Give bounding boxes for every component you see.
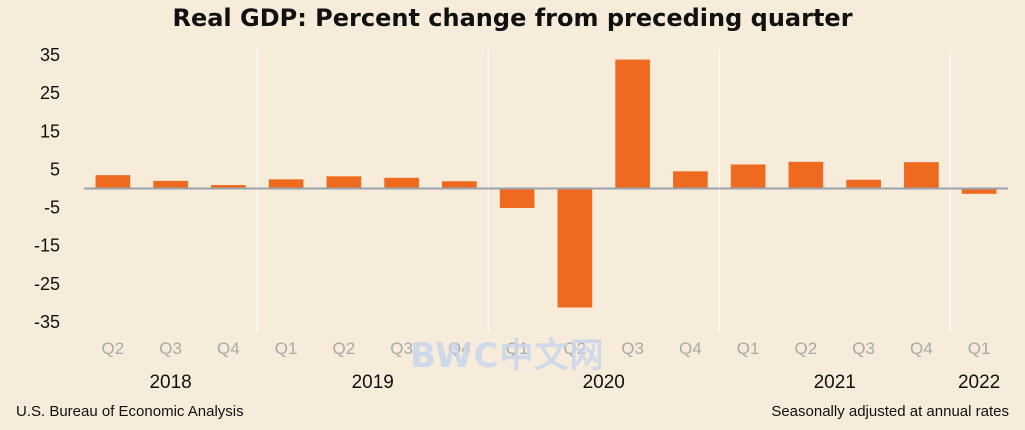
bar <box>788 161 824 189</box>
y-tick-label: 15 <box>40 121 60 141</box>
x-tick-label: Q2 <box>564 339 587 358</box>
y-tick-label: 35 <box>40 45 60 65</box>
watermark: BWC中文网 <box>410 336 605 376</box>
y-tick-label: -5 <box>44 198 60 218</box>
y-tick-label: 5 <box>50 159 60 179</box>
bar <box>384 177 419 189</box>
y-tick-label: 25 <box>40 83 60 103</box>
x-tick-label: Q1 <box>968 339 991 358</box>
year-label: 2019 <box>352 372 394 393</box>
x-tick-label: Q4 <box>448 339 471 358</box>
x-tick-label: Q1 <box>737 339 760 358</box>
y-tick-label: -15 <box>34 236 60 256</box>
bar <box>904 162 939 189</box>
source-note: U.S. Bureau of Economic Analysis <box>16 403 244 420</box>
chart-title: Real GDP: Percent change from preceding … <box>172 4 853 32</box>
x-tick-label: Q3 <box>390 339 413 358</box>
x-tick-label: Q2 <box>333 339 356 358</box>
year-label: 2018 <box>149 372 191 393</box>
bar <box>268 179 304 189</box>
bar <box>95 175 131 189</box>
bar <box>673 171 708 189</box>
bar <box>557 188 593 308</box>
bar <box>730 164 766 189</box>
bar <box>153 180 188 189</box>
x-tick-label: Q3 <box>159 339 182 358</box>
y-tick-label: -35 <box>34 312 60 332</box>
year-label: 2022 <box>958 372 1000 393</box>
bars-layer <box>95 59 997 308</box>
year-label: 2021 <box>814 372 856 393</box>
bar <box>326 176 362 189</box>
year-label: 2020 <box>583 372 625 393</box>
grid-layer <box>256 50 951 332</box>
x-tick-label: Q2 <box>102 339 125 358</box>
x-tick-label: Q2 <box>795 339 818 358</box>
x-tick-label: Q1 <box>506 339 529 358</box>
bar <box>211 185 246 189</box>
bar <box>961 188 997 194</box>
x-tick-labels: Q2 Q3 Q4 Q1 Q2 Q3 Q4 Q1 Q2 Q3 Q4 Q1 Q2 Q3 Q4 Q1 <box>102 339 991 358</box>
x-tick-label: Q4 <box>679 339 702 358</box>
bar <box>846 179 881 189</box>
bar <box>615 59 650 189</box>
x-tick-label: Q3 <box>852 339 875 358</box>
seasonal-note: Seasonally adjusted at annual rates <box>771 403 1009 420</box>
bar <box>442 181 477 189</box>
y-tick-label: -25 <box>34 274 60 294</box>
bar <box>499 188 535 208</box>
x-tick-label: Q4 <box>217 339 240 358</box>
y-tick-labels: 35 25 15 5 -5 -15 -25 -35 <box>34 45 60 332</box>
year-labels: 2018 2019 2020 2021 2022 <box>149 372 1000 393</box>
x-tick-label: Q1 <box>275 339 298 358</box>
x-tick-label: Q3 <box>621 339 644 358</box>
x-tick-label: Q4 <box>910 339 933 358</box>
